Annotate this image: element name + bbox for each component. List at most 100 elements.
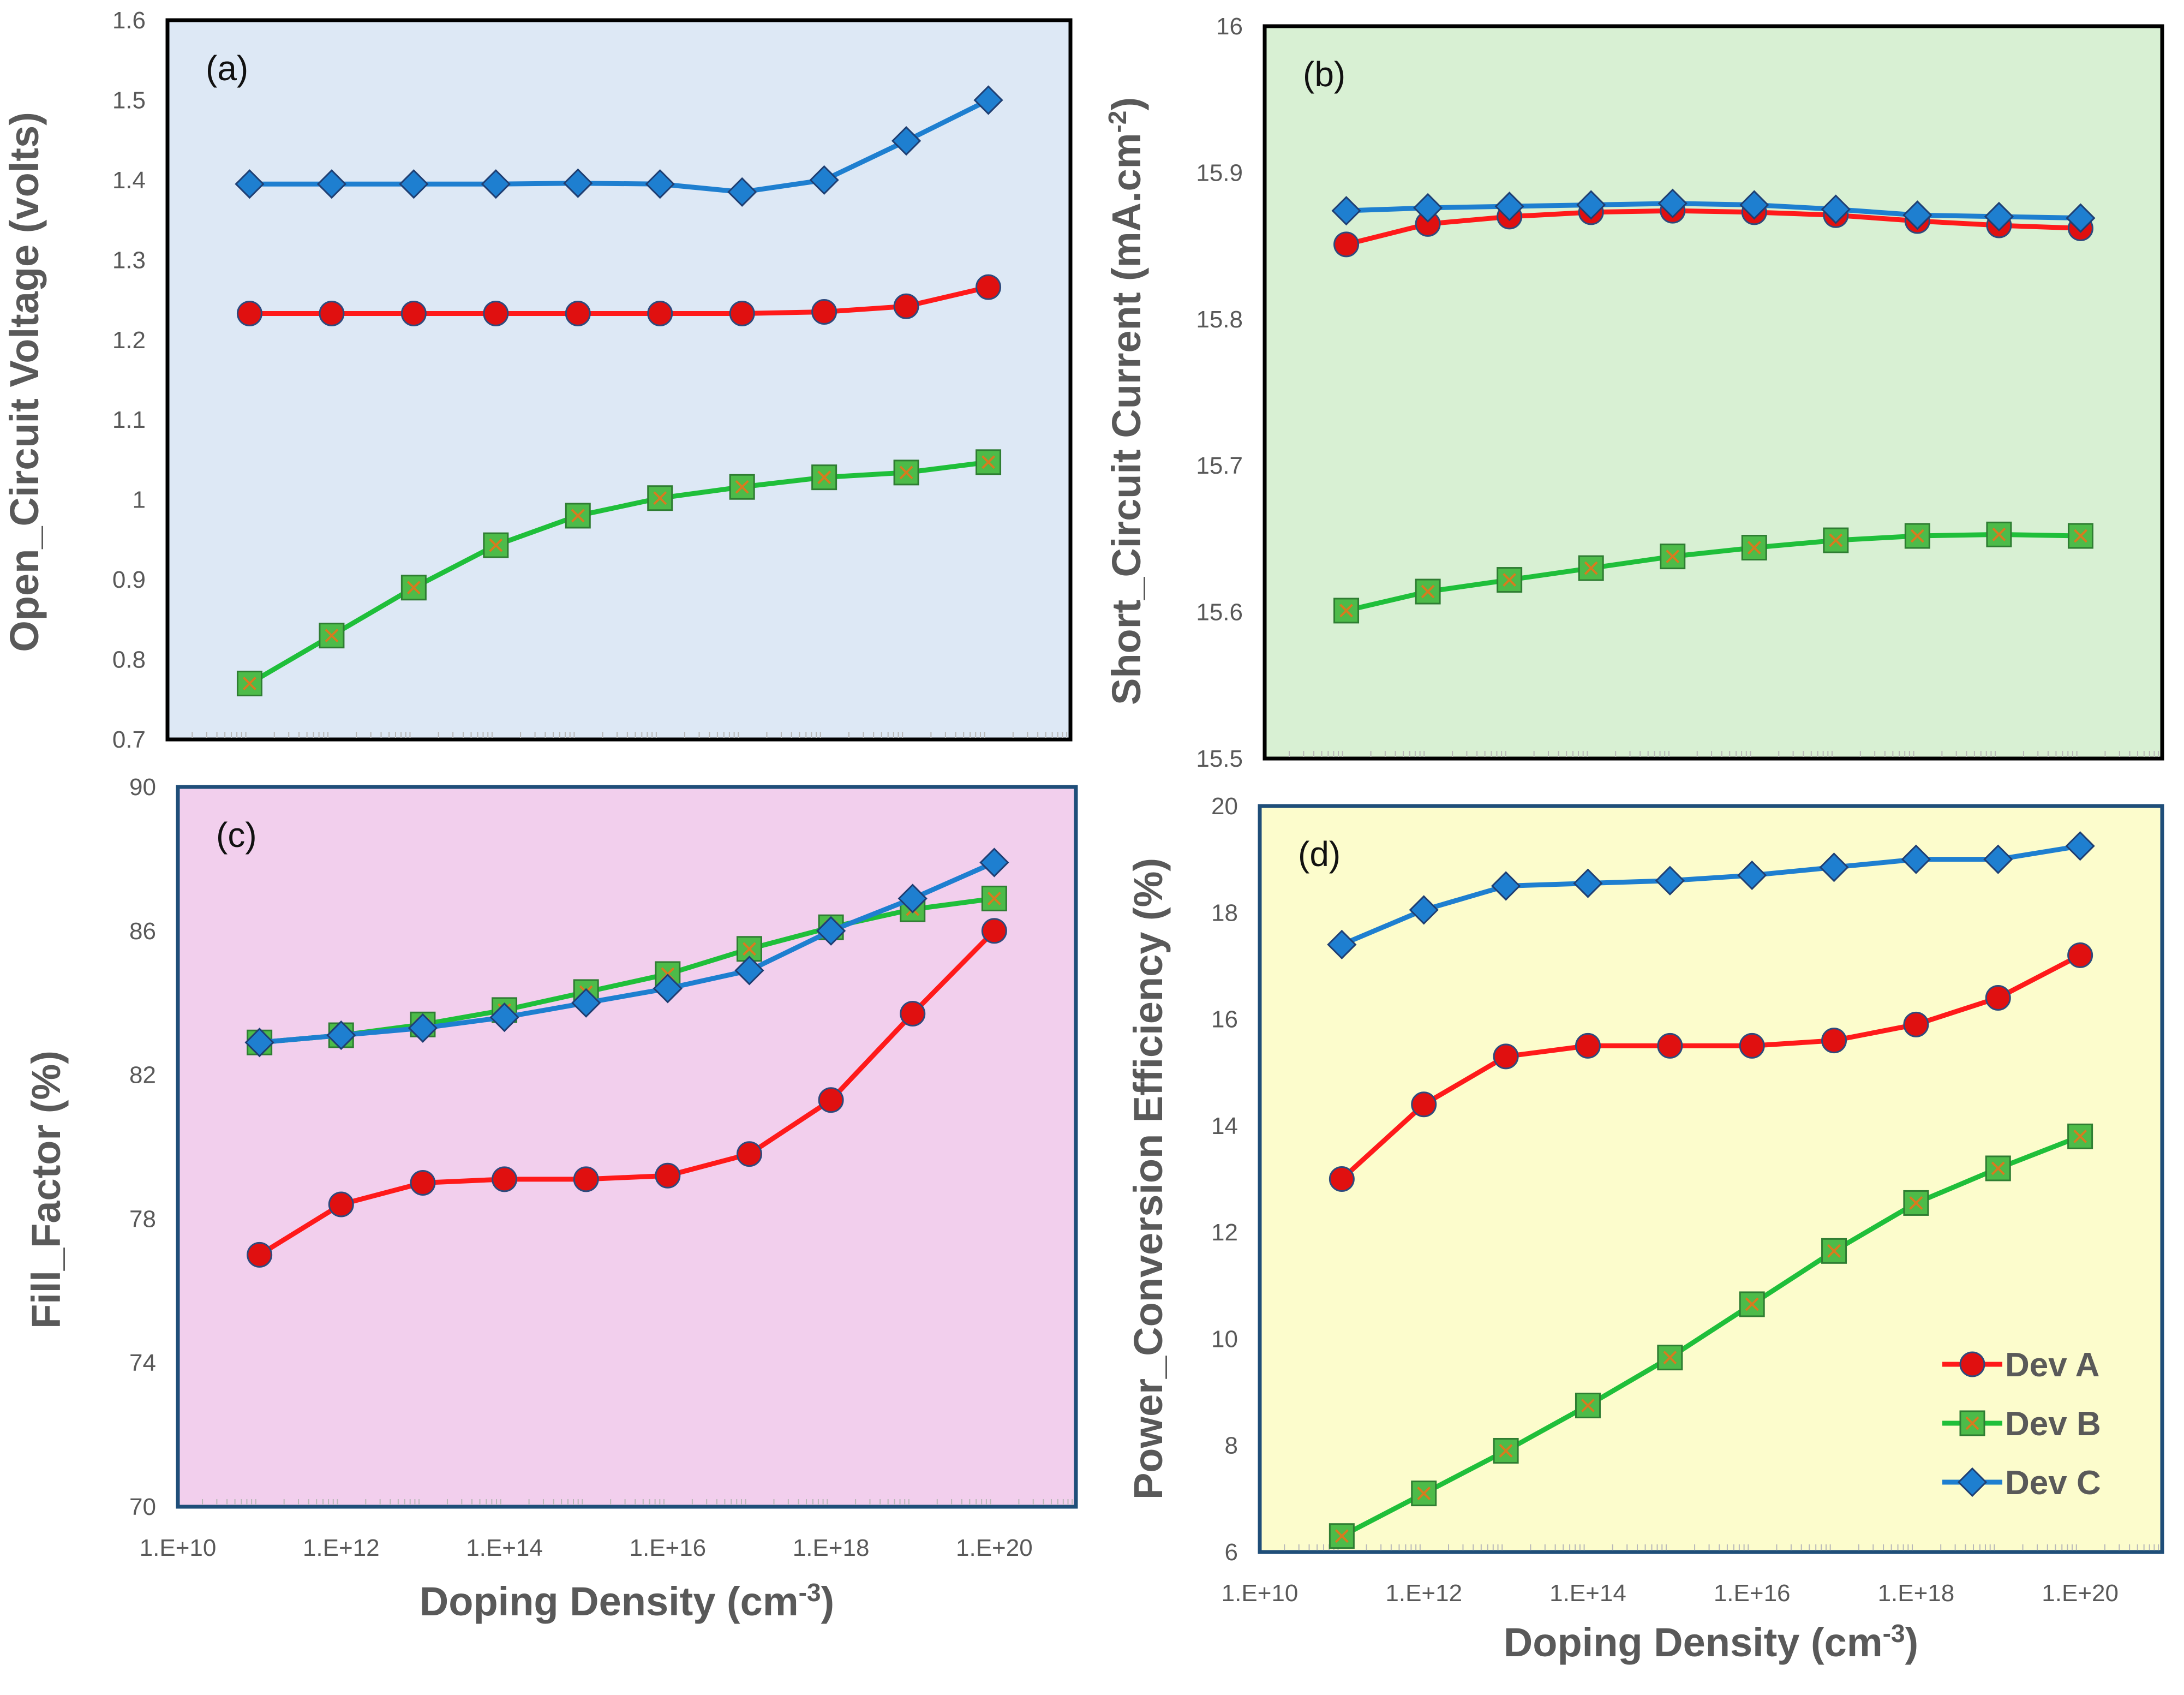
data-point-dev-a xyxy=(893,293,919,319)
data-point-dev-c xyxy=(809,165,839,195)
data-point-dev-a xyxy=(1903,1011,1929,1037)
y-tick-label: 1.4 xyxy=(112,167,146,194)
series-line xyxy=(1345,208,2081,247)
data-point-dev-b xyxy=(1329,1523,1355,1549)
data-point-dev-c xyxy=(326,1020,356,1051)
series-dev-b-d xyxy=(1329,1123,2093,1549)
y-axis-label-c: Fill_Factor (%) xyxy=(23,1051,69,1329)
y-tick-label: 20 xyxy=(1211,793,1238,820)
data-point-dev-b xyxy=(400,575,427,601)
x-tick-label: 1.E+16 xyxy=(629,1535,706,1561)
data-point-dev-b xyxy=(976,449,1002,475)
x-axis-label-d: Doping Density (cm-3) xyxy=(1504,1619,1918,1665)
data-point-dev-a xyxy=(1333,231,1360,258)
minor-ticks-b xyxy=(1289,751,2159,757)
data-point-dev-c xyxy=(1658,188,1688,218)
y-tick-label: 16 xyxy=(1211,1006,1238,1033)
minor-ticks-d xyxy=(1284,1544,2159,1550)
data-point-dev-c xyxy=(734,956,764,986)
data-point-dev-a xyxy=(981,918,1007,944)
x-tick-label: 1.E+14 xyxy=(466,1535,543,1561)
series-line xyxy=(1341,843,2081,947)
data-point-dev-a xyxy=(818,1087,844,1113)
y-tick-label: 1.3 xyxy=(112,247,146,273)
data-point-dev-b xyxy=(236,670,262,696)
data-point-dev-a xyxy=(729,300,755,326)
panel-label-c: (c) xyxy=(216,815,257,855)
data-point-dev-b xyxy=(1333,598,1360,624)
data-point-dev-b xyxy=(1415,578,1441,605)
data-point-dev-c xyxy=(235,169,265,199)
data-point-dev-c xyxy=(1821,194,1851,224)
data-point-dev-c xyxy=(244,1028,274,1058)
data-point-dev-c xyxy=(1573,868,1603,898)
data-point-dev-a xyxy=(647,300,673,326)
legend-item-dev-a: Dev A xyxy=(1942,1346,2099,1384)
x-tick-label: 1.E+10 xyxy=(140,1535,217,1561)
y-tick-label: 1.1 xyxy=(112,407,146,433)
data-point-dev-b xyxy=(1823,527,1849,553)
y-axis-label-a: Open_Circuit Voltage (volts) xyxy=(2,112,47,652)
data-point-dev-a xyxy=(1493,1043,1519,1070)
x-tick-label: 1.E+18 xyxy=(1878,1580,1955,1607)
y-tick-label: 18 xyxy=(1211,899,1238,926)
data-point-dev-c xyxy=(399,169,429,199)
data-point-dev-b xyxy=(1497,567,1523,593)
series-dev-c-a xyxy=(235,85,1003,207)
data-point-dev-a xyxy=(2067,942,2093,968)
y-tick-label: 10 xyxy=(1211,1326,1238,1352)
data-point-dev-b xyxy=(1578,555,1604,581)
data-point-dev-c xyxy=(316,169,347,199)
y-tick-label: 1.5 xyxy=(112,87,146,114)
data-point-dev-b xyxy=(1986,521,2012,547)
series-dev-a-c xyxy=(247,918,1007,1268)
y-tick-label: 15.6 xyxy=(1196,599,1243,626)
data-point-dev-c xyxy=(1327,929,1357,959)
data-point-dev-a xyxy=(483,300,509,326)
data-point-dev-b xyxy=(2067,1123,2093,1149)
data-point-dev-b xyxy=(811,464,837,491)
y-tick-label: 16 xyxy=(1216,13,1243,40)
series-line xyxy=(249,284,989,316)
data-point-dev-c xyxy=(816,916,846,946)
data-point-dev-c xyxy=(2066,203,2096,233)
data-point-dev-b xyxy=(1904,523,1930,549)
series-dev-a-a xyxy=(236,274,1002,326)
x-tick-label: 1.E+12 xyxy=(1385,1580,1462,1607)
data-point-dev-a xyxy=(328,1191,354,1217)
data-point-dev-a xyxy=(1411,1091,1437,1118)
y-tick-label: 6 xyxy=(1225,1539,1238,1566)
data-point-dev-a xyxy=(1657,1032,1683,1059)
series-dev-b-a xyxy=(236,449,1002,696)
x-tick-label: 1.E+18 xyxy=(793,1535,870,1561)
y-tick-label: 15.9 xyxy=(1196,159,1243,186)
data-point-dev-a xyxy=(319,300,345,326)
data-point-dev-c xyxy=(1413,193,1443,223)
data-point-dev-a xyxy=(1329,1166,1355,1192)
data-point-dev-a xyxy=(573,1166,599,1192)
y-tick-label: 1 xyxy=(133,487,146,514)
data-point-dev-b xyxy=(1660,544,1686,570)
data-point-dev-a xyxy=(900,1000,926,1026)
series-line xyxy=(1346,201,2081,221)
x-ticks-d: 1.E+10 1.E+12 1.E+14 1.E+16 1.E+18 1.E+20 xyxy=(1222,1580,2119,1607)
data-point-dev-a xyxy=(655,1162,681,1189)
panel-a: 0.7 0.8 0.9 1 1.1 1.2 1.3 1.4 1.5 1.6 (a) Open_Circ… xyxy=(2,7,1073,753)
data-point-dev-b xyxy=(2067,523,2093,549)
x-tick-label: 1.E+10 xyxy=(1222,1580,1299,1607)
plot-area-c xyxy=(176,785,1078,1509)
y-axis-label-b: Short_Circuit Current (mA.cm-2) xyxy=(1103,97,1149,705)
legend-marker-dev-c xyxy=(1957,1467,1988,1497)
data-point-dev-b xyxy=(1493,1437,1519,1464)
x-tick-label: 1.E+12 xyxy=(303,1535,380,1561)
data-point-dev-c xyxy=(489,1002,519,1032)
y-tick-label: 70 xyxy=(129,1494,156,1520)
y-tick-label: 15.7 xyxy=(1196,452,1243,479)
data-point-dev-a xyxy=(1575,1032,1601,1059)
legend-label: Dev B xyxy=(2005,1405,2101,1443)
data-point-dev-c xyxy=(1902,200,1932,230)
data-point-dev-b xyxy=(1821,1238,1847,1264)
data-point-dev-b xyxy=(893,459,919,486)
y-tick-label: 14 xyxy=(1211,1113,1238,1139)
